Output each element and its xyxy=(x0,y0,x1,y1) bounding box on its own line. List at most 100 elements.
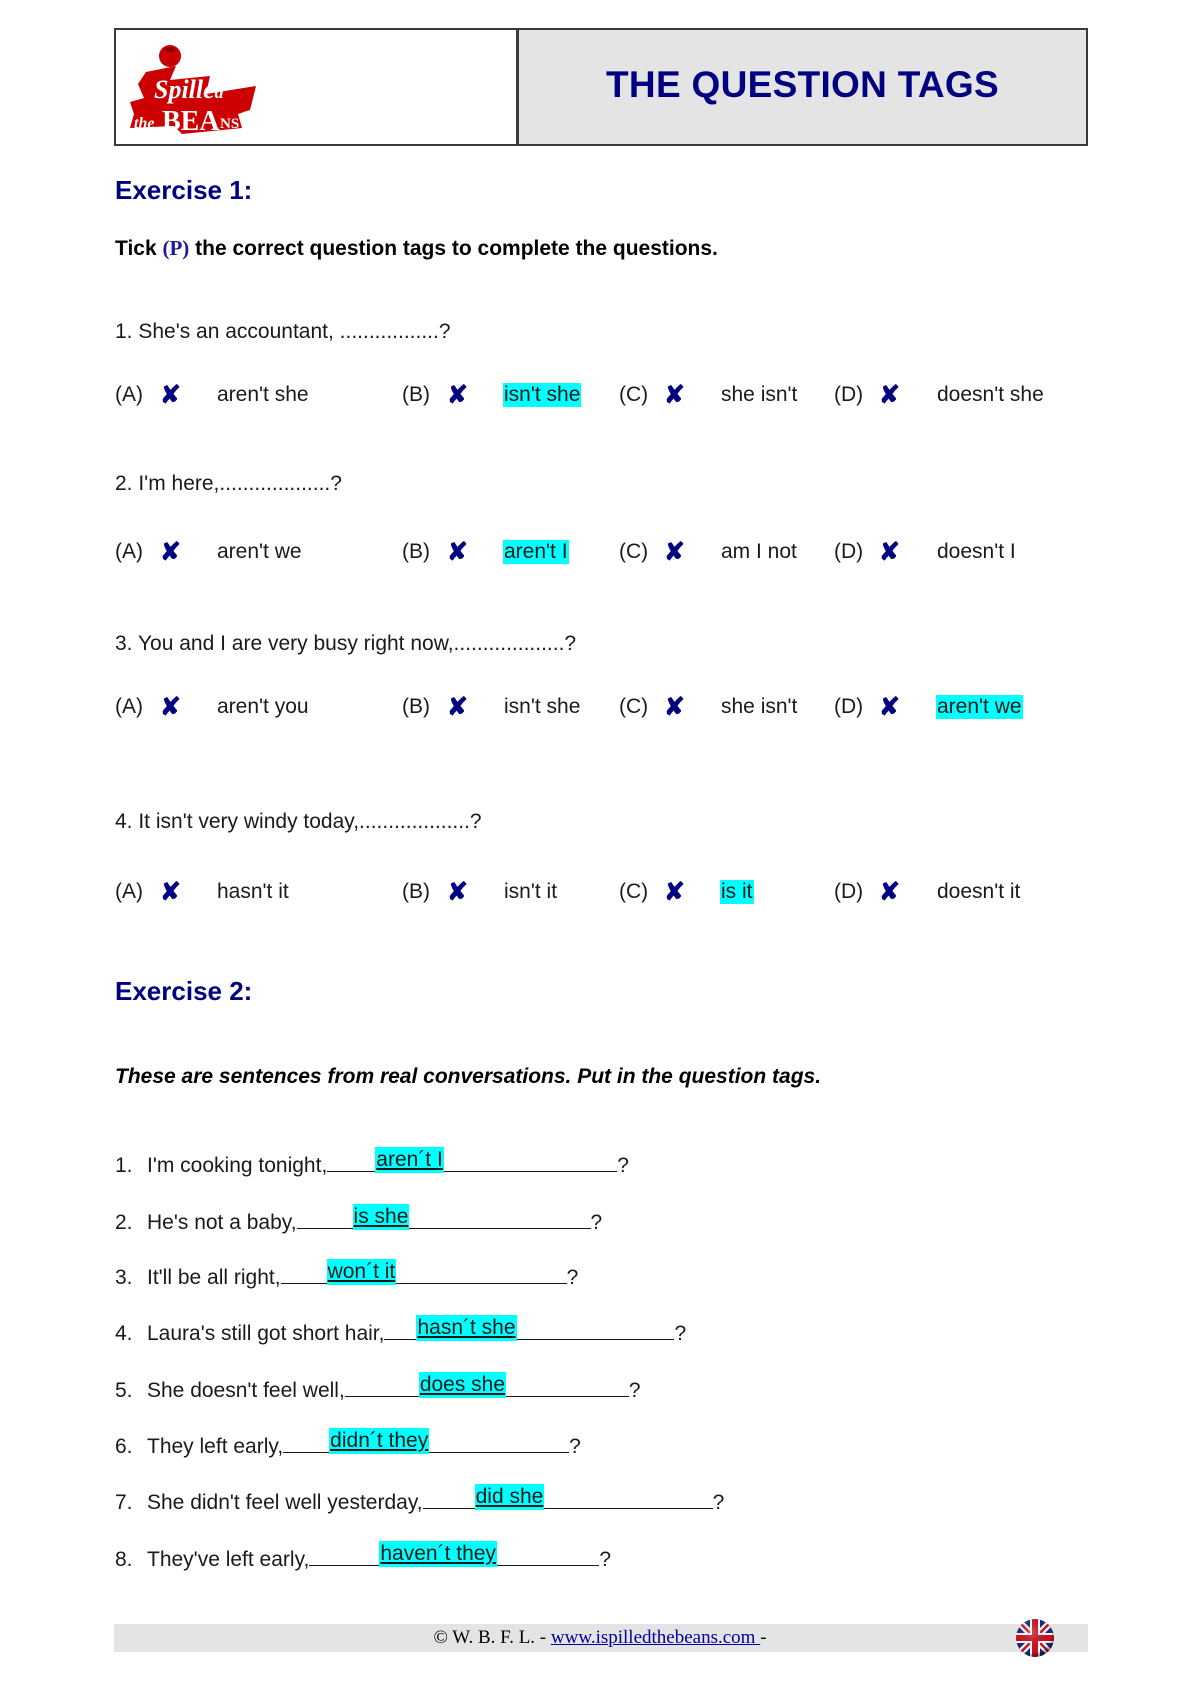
answer-blank[interactable]: does she xyxy=(344,1372,629,1398)
option-text: isn't she xyxy=(504,695,581,718)
option-letter: (B) xyxy=(402,695,430,718)
checkbox-x-icon[interactable]: ✘ xyxy=(160,381,181,409)
svg-text:BEA: BEA xyxy=(162,106,220,137)
option-text-correct: isn't she xyxy=(503,383,582,407)
exercise-2-item: 1. I'm cooking tonight, aren´t I? xyxy=(115,1147,629,1177)
option-letter: (B) xyxy=(402,540,430,563)
answer-blank[interactable]: hasn´t she xyxy=(384,1315,675,1341)
answer-text: does she xyxy=(418,1372,507,1398)
question-mark: ? xyxy=(628,1379,641,1402)
question-4-prompt: 4. It isn't very windy today,...........… xyxy=(115,810,482,833)
question-mark: ? xyxy=(590,1211,603,1234)
answer-blank[interactable]: is she xyxy=(296,1204,591,1230)
question-2-prompt: 2. I'm here,...................? xyxy=(115,472,342,495)
checkbox-x-icon[interactable]: ✘ xyxy=(447,693,468,721)
item-sentence: She doesn't feel well, xyxy=(147,1379,345,1402)
question-mark: ? xyxy=(569,1435,581,1458)
option-letter: (A) xyxy=(115,880,143,903)
item-number: 3. xyxy=(115,1266,133,1289)
item-number: 7. xyxy=(115,1491,133,1514)
exercise-2-item: 6. They left early, didn´t they? xyxy=(115,1428,581,1458)
answer-text: aren´t I xyxy=(375,1147,444,1173)
checkbox-x-icon[interactable]: ✘ xyxy=(447,878,468,906)
exercise-1-heading: Exercise 1: xyxy=(115,175,253,205)
checkbox-x-icon[interactable]: ✘ xyxy=(664,538,685,566)
tick-symbol: (P) xyxy=(162,236,190,260)
checkbox-x-icon[interactable]: ✘ xyxy=(160,878,181,906)
svg-text:NS: NS xyxy=(220,116,239,132)
item-sentence: She didn't feel well yesterday, xyxy=(147,1491,423,1514)
instruction-text-post: the correct question tags to complete th… xyxy=(189,237,718,260)
checkbox-x-icon[interactable]: ✘ xyxy=(664,878,685,906)
item-sentence: They've left early, xyxy=(147,1548,310,1571)
question-3-options: (A) ✘ aren't you (B) ✘ isn't she (C) ✘ s… xyxy=(0,693,1200,725)
answer-blank[interactable]: didn´t they xyxy=(283,1428,570,1454)
item-number: 2. xyxy=(115,1211,133,1234)
option-text: doesn't she xyxy=(937,383,1044,406)
checkbox-x-icon[interactable]: ✘ xyxy=(664,381,685,409)
answer-blank[interactable]: won´t it xyxy=(280,1259,567,1285)
item-number: 1. xyxy=(115,1154,133,1177)
exercise-2-item: 8. They've left early, haven´t they? xyxy=(115,1541,611,1571)
item-sentence: Laura's still got short hair, xyxy=(147,1322,385,1345)
option-text: aren't you xyxy=(217,695,309,718)
option-letter: (A) xyxy=(115,540,143,563)
option-letter: (A) xyxy=(115,383,143,406)
checkbox-x-icon[interactable]: ✘ xyxy=(879,878,900,906)
option-text: she isn't xyxy=(721,695,798,718)
answer-blank[interactable]: aren´t I xyxy=(327,1147,618,1173)
checkbox-x-icon[interactable]: ✘ xyxy=(664,693,685,721)
option-letter: (C) xyxy=(619,695,649,718)
header-box: Spilled the BEA NS * THE QUESTION TAGS xyxy=(114,28,1088,146)
answer-text: did she xyxy=(474,1484,545,1510)
question-mark: ? xyxy=(566,1266,579,1289)
option-text: doesn't it xyxy=(937,880,1021,903)
option-text: aren't we xyxy=(217,540,302,563)
checkbox-x-icon[interactable]: ✘ xyxy=(447,538,468,566)
svg-text:*: * xyxy=(242,109,247,123)
question-3-prompt: 3. You and I are very busy right now,...… xyxy=(115,632,577,655)
question-mark: ? xyxy=(617,1154,629,1177)
item-number: 6. xyxy=(115,1435,133,1458)
item-sentence: It'll be all right, xyxy=(147,1266,281,1289)
footer-trailing: - xyxy=(760,1627,767,1648)
question-2-options: (A) ✘ aren't we (B) ✘ aren't I (C) ✘ am … xyxy=(0,538,1200,570)
instruction-text-pre: Tick xyxy=(115,237,163,260)
answer-text: won´t it xyxy=(326,1259,397,1285)
header-title-cell: THE QUESTION TAGS xyxy=(516,30,1086,144)
option-text-correct: is it xyxy=(720,880,754,904)
option-text-correct: aren't we xyxy=(936,695,1023,719)
item-number: 4. xyxy=(115,1322,133,1345)
website-link[interactable]: www.ispilledthebeans.com xyxy=(550,1627,761,1648)
checkbox-x-icon[interactable]: ✘ xyxy=(879,693,900,721)
question-mark: ? xyxy=(674,1322,687,1345)
page-title: THE QUESTION TAGS xyxy=(606,64,999,105)
checkbox-x-icon[interactable]: ✘ xyxy=(160,693,181,721)
question-mark: ? xyxy=(599,1548,612,1571)
checkbox-x-icon[interactable]: ✘ xyxy=(879,538,900,566)
footer-bar xyxy=(114,1624,1088,1652)
checkbox-x-icon[interactable]: ✘ xyxy=(879,381,900,409)
answer-blank[interactable]: haven´t they xyxy=(309,1541,600,1567)
exercise-2-heading: Exercise 2: xyxy=(115,976,253,1006)
option-letter: (A) xyxy=(115,695,143,718)
exercise-2-item: 5. She doesn't feel well, does she? xyxy=(115,1372,641,1402)
item-number: 5. xyxy=(115,1379,133,1402)
answer-blank[interactable]: did she xyxy=(422,1484,713,1510)
option-letter: (D) xyxy=(834,383,864,406)
question-1-options: (A) ✘ aren't she (B) ✘ isn't she (C) ✘ s… xyxy=(0,381,1200,413)
exercise-1-instruction: Tick (P) the correct question tags to co… xyxy=(115,236,718,261)
question-4-options: (A) ✘ hasn't it (B) ✘ isn't it (C) ✘ is … xyxy=(0,878,1200,910)
option-text: isn't it xyxy=(504,880,558,903)
item-number: 8. xyxy=(115,1548,133,1571)
exercise-2-item: 4. Laura's still got short hair, hasn´t sh… xyxy=(115,1315,686,1345)
answer-text: haven´t they xyxy=(379,1541,497,1567)
question-mark: ? xyxy=(712,1491,725,1514)
option-letter: (D) xyxy=(834,540,864,563)
option-text: am I not xyxy=(721,540,797,563)
checkbox-x-icon[interactable]: ✘ xyxy=(160,538,181,566)
checkbox-x-icon[interactable]: ✘ xyxy=(447,381,468,409)
option-text: aren't she xyxy=(217,383,309,406)
footer-text: © W. B. F. L. - www.ispilledthebeans.com… xyxy=(0,1627,1200,1649)
svg-text:the: the xyxy=(134,115,154,132)
